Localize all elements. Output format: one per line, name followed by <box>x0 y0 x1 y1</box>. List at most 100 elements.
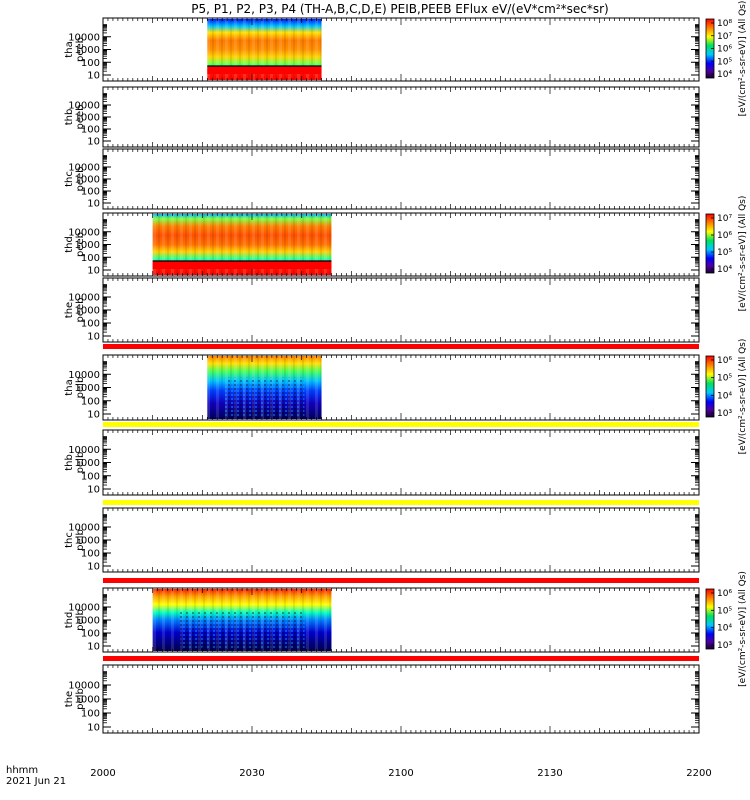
y-tick-label: 1000 <box>75 616 100 627</box>
colorbar-gradient <box>705 355 715 418</box>
panel-frame <box>102 664 700 734</box>
y-tick-label: 1000 <box>75 306 100 317</box>
panel-probe-label: thd <box>64 236 75 253</box>
y-tick-label: 100 <box>81 709 100 720</box>
colorbar-tick-label: 10⁶ <box>717 356 732 366</box>
panel-probe-label: thb <box>64 109 75 126</box>
panel-probe-label: tha <box>64 379 75 395</box>
y-tick-label: 100 <box>81 319 100 330</box>
y-tick-label: 10 <box>87 266 100 277</box>
colorbar-label: [eV/(cm²-s-sr-eV)] (All Qs) <box>738 196 748 312</box>
panel-probe-label: thc <box>64 171 75 187</box>
x-tick-label: 2130 <box>537 768 562 779</box>
panel-frame <box>102 354 700 421</box>
y-tick-label: 1000 <box>75 240 100 251</box>
panel-instrument-label: peeb <box>75 105 86 130</box>
panel-frame <box>102 17 700 82</box>
panel-probe-label: tha <box>64 41 75 57</box>
panel-instrument-label: peeb <box>75 37 86 62</box>
colorbar-2: 10⁶ 10⁵ 10⁴ 10³ [eV/(cm²-s-sr-eV)] (All Qs) <box>705 339 748 455</box>
red-flag-bar <box>103 344 699 349</box>
colorbar-tick-label: 10³ <box>717 641 732 651</box>
colorbar-tick-label: 10³ <box>717 409 732 419</box>
panel-instrument-label: peib <box>75 452 86 474</box>
panel-instrument-label: peib <box>75 609 86 631</box>
colorbar-tick-label: 10⁴ <box>717 391 732 401</box>
y-tick-label: 10000 <box>68 293 100 304</box>
panel-instrument-label: peeb <box>75 167 86 192</box>
colorbar-0: 10⁸ 10⁷ 10⁶ 10⁵ 10⁴ [eV/(cm²-s-sr-eV)] (All Q… <box>705 1 748 117</box>
y-tick-label: 1000 <box>75 458 100 469</box>
y-tick-label: 10 <box>87 332 100 343</box>
colorbar-tick-label: 10⁵ <box>717 57 732 67</box>
panel-probe-label: thc <box>64 532 75 548</box>
panel-instrument-label: peib <box>75 529 86 551</box>
colorbar-tick-label: 10⁸ <box>717 19 732 29</box>
y-tick-label: 100 <box>81 58 100 69</box>
y-tick-label: 10000 <box>68 681 100 692</box>
colorbar-label: [eV/(cm²-s-sr-eV)] (All Qs) <box>738 1 748 117</box>
panel-frame <box>102 429 700 496</box>
y-tick-label: 100 <box>81 125 100 136</box>
y-tick-label: 100 <box>81 253 100 264</box>
y-tick-label: 1000 <box>75 113 100 124</box>
panel-instrument-label: peeb <box>75 232 86 257</box>
y-tick-label: 100 <box>81 396 100 407</box>
panel-probe-label: thb <box>64 454 75 471</box>
y-tick-label: 10000 <box>68 370 100 381</box>
red-flag-bar <box>103 656 699 661</box>
panel-instrument-label: peib <box>75 688 86 710</box>
y-tick-label: 10000 <box>68 227 100 238</box>
y-tick-label: 10 <box>87 562 100 573</box>
colorbar-3: 10⁶ 10⁵ 10⁴ 10³ [eV/(cm²-s-sr-eV)] (All Qs) <box>705 571 748 687</box>
x-axis: 2000 2030 2100 2130 2200 <box>90 768 711 779</box>
y-tick-label: 10 <box>87 410 100 421</box>
x-tick-label: 2030 <box>239 768 264 779</box>
colorbar-tick-label: 10⁴ <box>717 624 732 634</box>
x-axis-label-date: 2021 Jun 21 <box>6 776 66 787</box>
y-tick-label: 10 <box>87 137 100 148</box>
y-tick-label: 1000 <box>75 45 100 56</box>
panel-instrument-label: peib <box>75 377 86 399</box>
panel-probe-label: the <box>64 302 75 318</box>
y-tick-label: 10000 <box>68 445 100 456</box>
y-tick-label: 10 <box>87 723 100 734</box>
colorbar-label: [eV/(cm²-s-sr-eV)] (All Qs) <box>738 339 748 455</box>
low-energy-band <box>152 261 332 269</box>
y-tick-label: 100 <box>81 471 100 482</box>
spectrogram-noise <box>179 610 305 649</box>
colorbar-tick-label: 10⁷ <box>717 214 732 224</box>
spectrogram-noise <box>224 377 305 417</box>
colorbar-tick-label: 10⁷ <box>717 32 732 42</box>
y-tick-label: 1000 <box>75 383 100 394</box>
panel-frame <box>102 148 700 210</box>
x-axis-label-time: hhmm <box>6 765 38 776</box>
colorbar-tick-label: 10⁵ <box>717 248 732 258</box>
colorbars: 10⁸ 10⁷ 10⁶ 10⁵ 10⁴ [eV/(cm²-s-sr-eV)] (All Q… <box>705 1 748 687</box>
panel-frame <box>102 507 700 573</box>
low-energy-band <box>207 66 322 74</box>
colorbar-1: 10⁷ 10⁶ 10⁵ 10⁴ [eV/(cm²-s-sr-eV)] (All Qs) <box>705 196 748 312</box>
panel-probe-label: the <box>64 691 75 707</box>
y-tick-label: 10 <box>87 71 100 82</box>
panel-frame <box>102 86 700 148</box>
y-tick-label: 10000 <box>68 603 100 614</box>
panel-instrument-label: peeb <box>75 298 86 323</box>
figure-title: P5, P1, P2, P3, P4 (TH-A,B,C,D,E) PEIB,P… <box>191 2 608 16</box>
yellow-flag-bar <box>103 422 699 427</box>
y-tick-label: 10000 <box>68 32 100 43</box>
yellow-flag-bar <box>103 500 699 505</box>
colorbar-label: [eV/(cm²-s-sr-eV)] (All Qs) <box>738 571 748 687</box>
y-tick-label: 1000 <box>75 695 100 706</box>
y-tick-label: 10000 <box>68 101 100 112</box>
